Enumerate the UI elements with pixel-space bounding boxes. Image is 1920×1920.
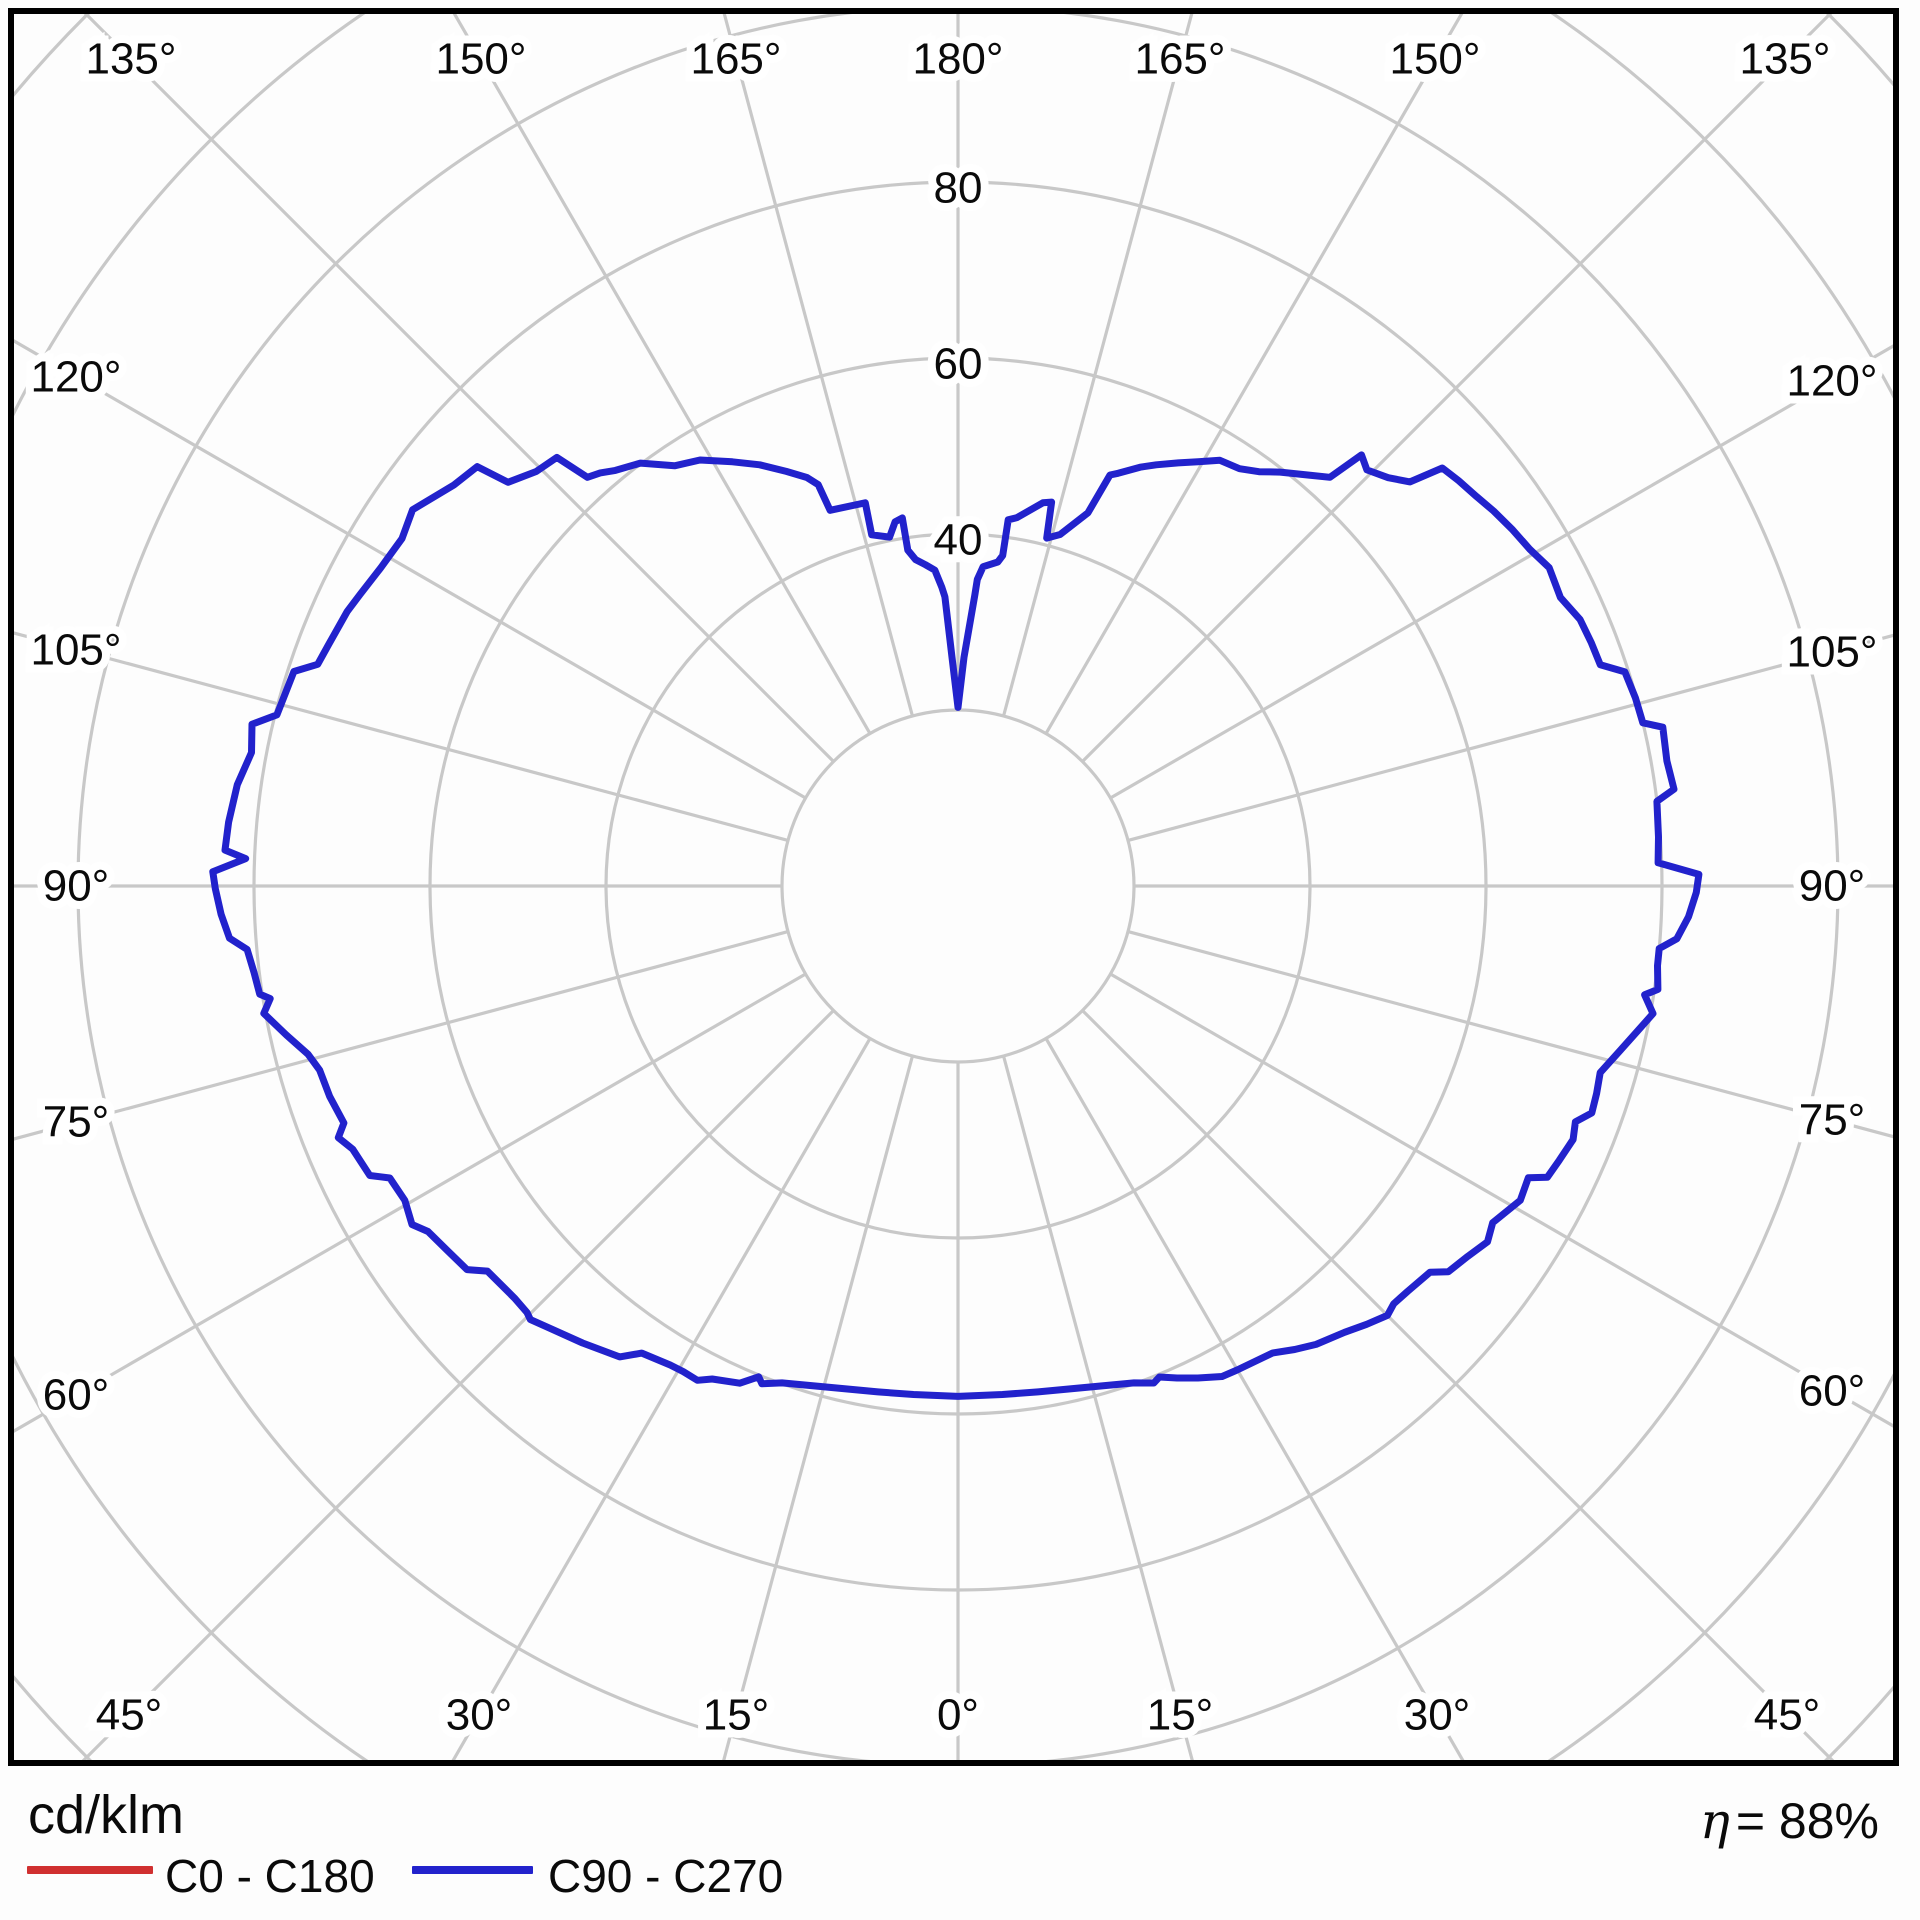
angle-label-180: 180° bbox=[912, 35, 1003, 84]
grid-spoke--105 bbox=[14, 631, 789, 842]
grid-spoke-105 bbox=[1127, 633, 1894, 842]
angle-label--15: 15° bbox=[703, 1691, 770, 1740]
angle-label--75: 75° bbox=[43, 1098, 110, 1147]
angle-label--30: 30° bbox=[446, 1691, 513, 1740]
grid-spoke-45 bbox=[1081, 1009, 1837, 1762]
grid-spoke--45 bbox=[79, 1009, 835, 1762]
grid-spoke-60 bbox=[1109, 972, 1894, 1429]
angle-label-120: 120° bbox=[1786, 357, 1877, 406]
radial-tick-80: 80 bbox=[934, 164, 983, 213]
grid-spoke--30 bbox=[450, 1037, 872, 1762]
angle-label-0: 0° bbox=[937, 1691, 979, 1740]
angle-label-150: 150° bbox=[1389, 35, 1480, 84]
chart-frame bbox=[8, 8, 1899, 1766]
angle-label--135: 135° bbox=[85, 35, 176, 84]
angle-label--120: 120° bbox=[30, 353, 121, 402]
grid-ring-20 bbox=[780, 708, 1136, 1064]
angle-label--105: 105° bbox=[30, 626, 121, 675]
grid-spoke--150 bbox=[452, 14, 872, 735]
angle-label--165: 165° bbox=[690, 35, 781, 84]
grid-spoke-165 bbox=[1002, 14, 1194, 717]
eta-value: = 88% bbox=[1735, 1793, 1879, 1849]
radial-tick-40: 40 bbox=[934, 516, 983, 565]
angle-label-135: 135° bbox=[1739, 35, 1830, 84]
efficiency-label: η = 88% bbox=[1700, 1792, 1879, 1850]
angle-label--60: 60° bbox=[43, 1371, 110, 1420]
curve-c90-c270 bbox=[209, 451, 1703, 1400]
grid-spoke-150 bbox=[1044, 14, 1464, 735]
angle-label-60: 60° bbox=[1799, 1367, 1866, 1416]
unit-label: cd/klm bbox=[28, 1785, 185, 1845]
radial-tick-60: 60 bbox=[934, 340, 983, 389]
grid-spoke--120 bbox=[14, 339, 807, 800]
grid-spoke-30 bbox=[1044, 1037, 1466, 1762]
angle-label-105: 105° bbox=[1786, 628, 1877, 677]
grid-spoke--75 bbox=[14, 930, 789, 1141]
angle-label-30: 30° bbox=[1404, 1691, 1471, 1740]
grid-spoke-15 bbox=[1002, 1055, 1195, 1762]
grid-spoke-120 bbox=[1109, 343, 1894, 800]
grid-spoke-75 bbox=[1127, 930, 1894, 1139]
grid-spoke-135 bbox=[1081, 14, 1833, 763]
angle-label-45: 45° bbox=[1754, 1691, 1821, 1740]
angle-label--90: 90° bbox=[43, 862, 110, 911]
angle-label-165: 165° bbox=[1134, 35, 1225, 84]
angle-label-75: 75° bbox=[1799, 1096, 1866, 1145]
angle-label--45: 45° bbox=[96, 1691, 163, 1740]
grid-spoke--60 bbox=[14, 972, 807, 1433]
angle-label-90: 90° bbox=[1799, 862, 1866, 911]
eta-symbol: η bbox=[1699, 1792, 1730, 1850]
angle-label-15: 15° bbox=[1147, 1691, 1214, 1740]
angle-label--150: 150° bbox=[435, 35, 526, 84]
grid-spoke--15 bbox=[721, 1055, 914, 1762]
grid-spoke--135 bbox=[83, 14, 835, 763]
